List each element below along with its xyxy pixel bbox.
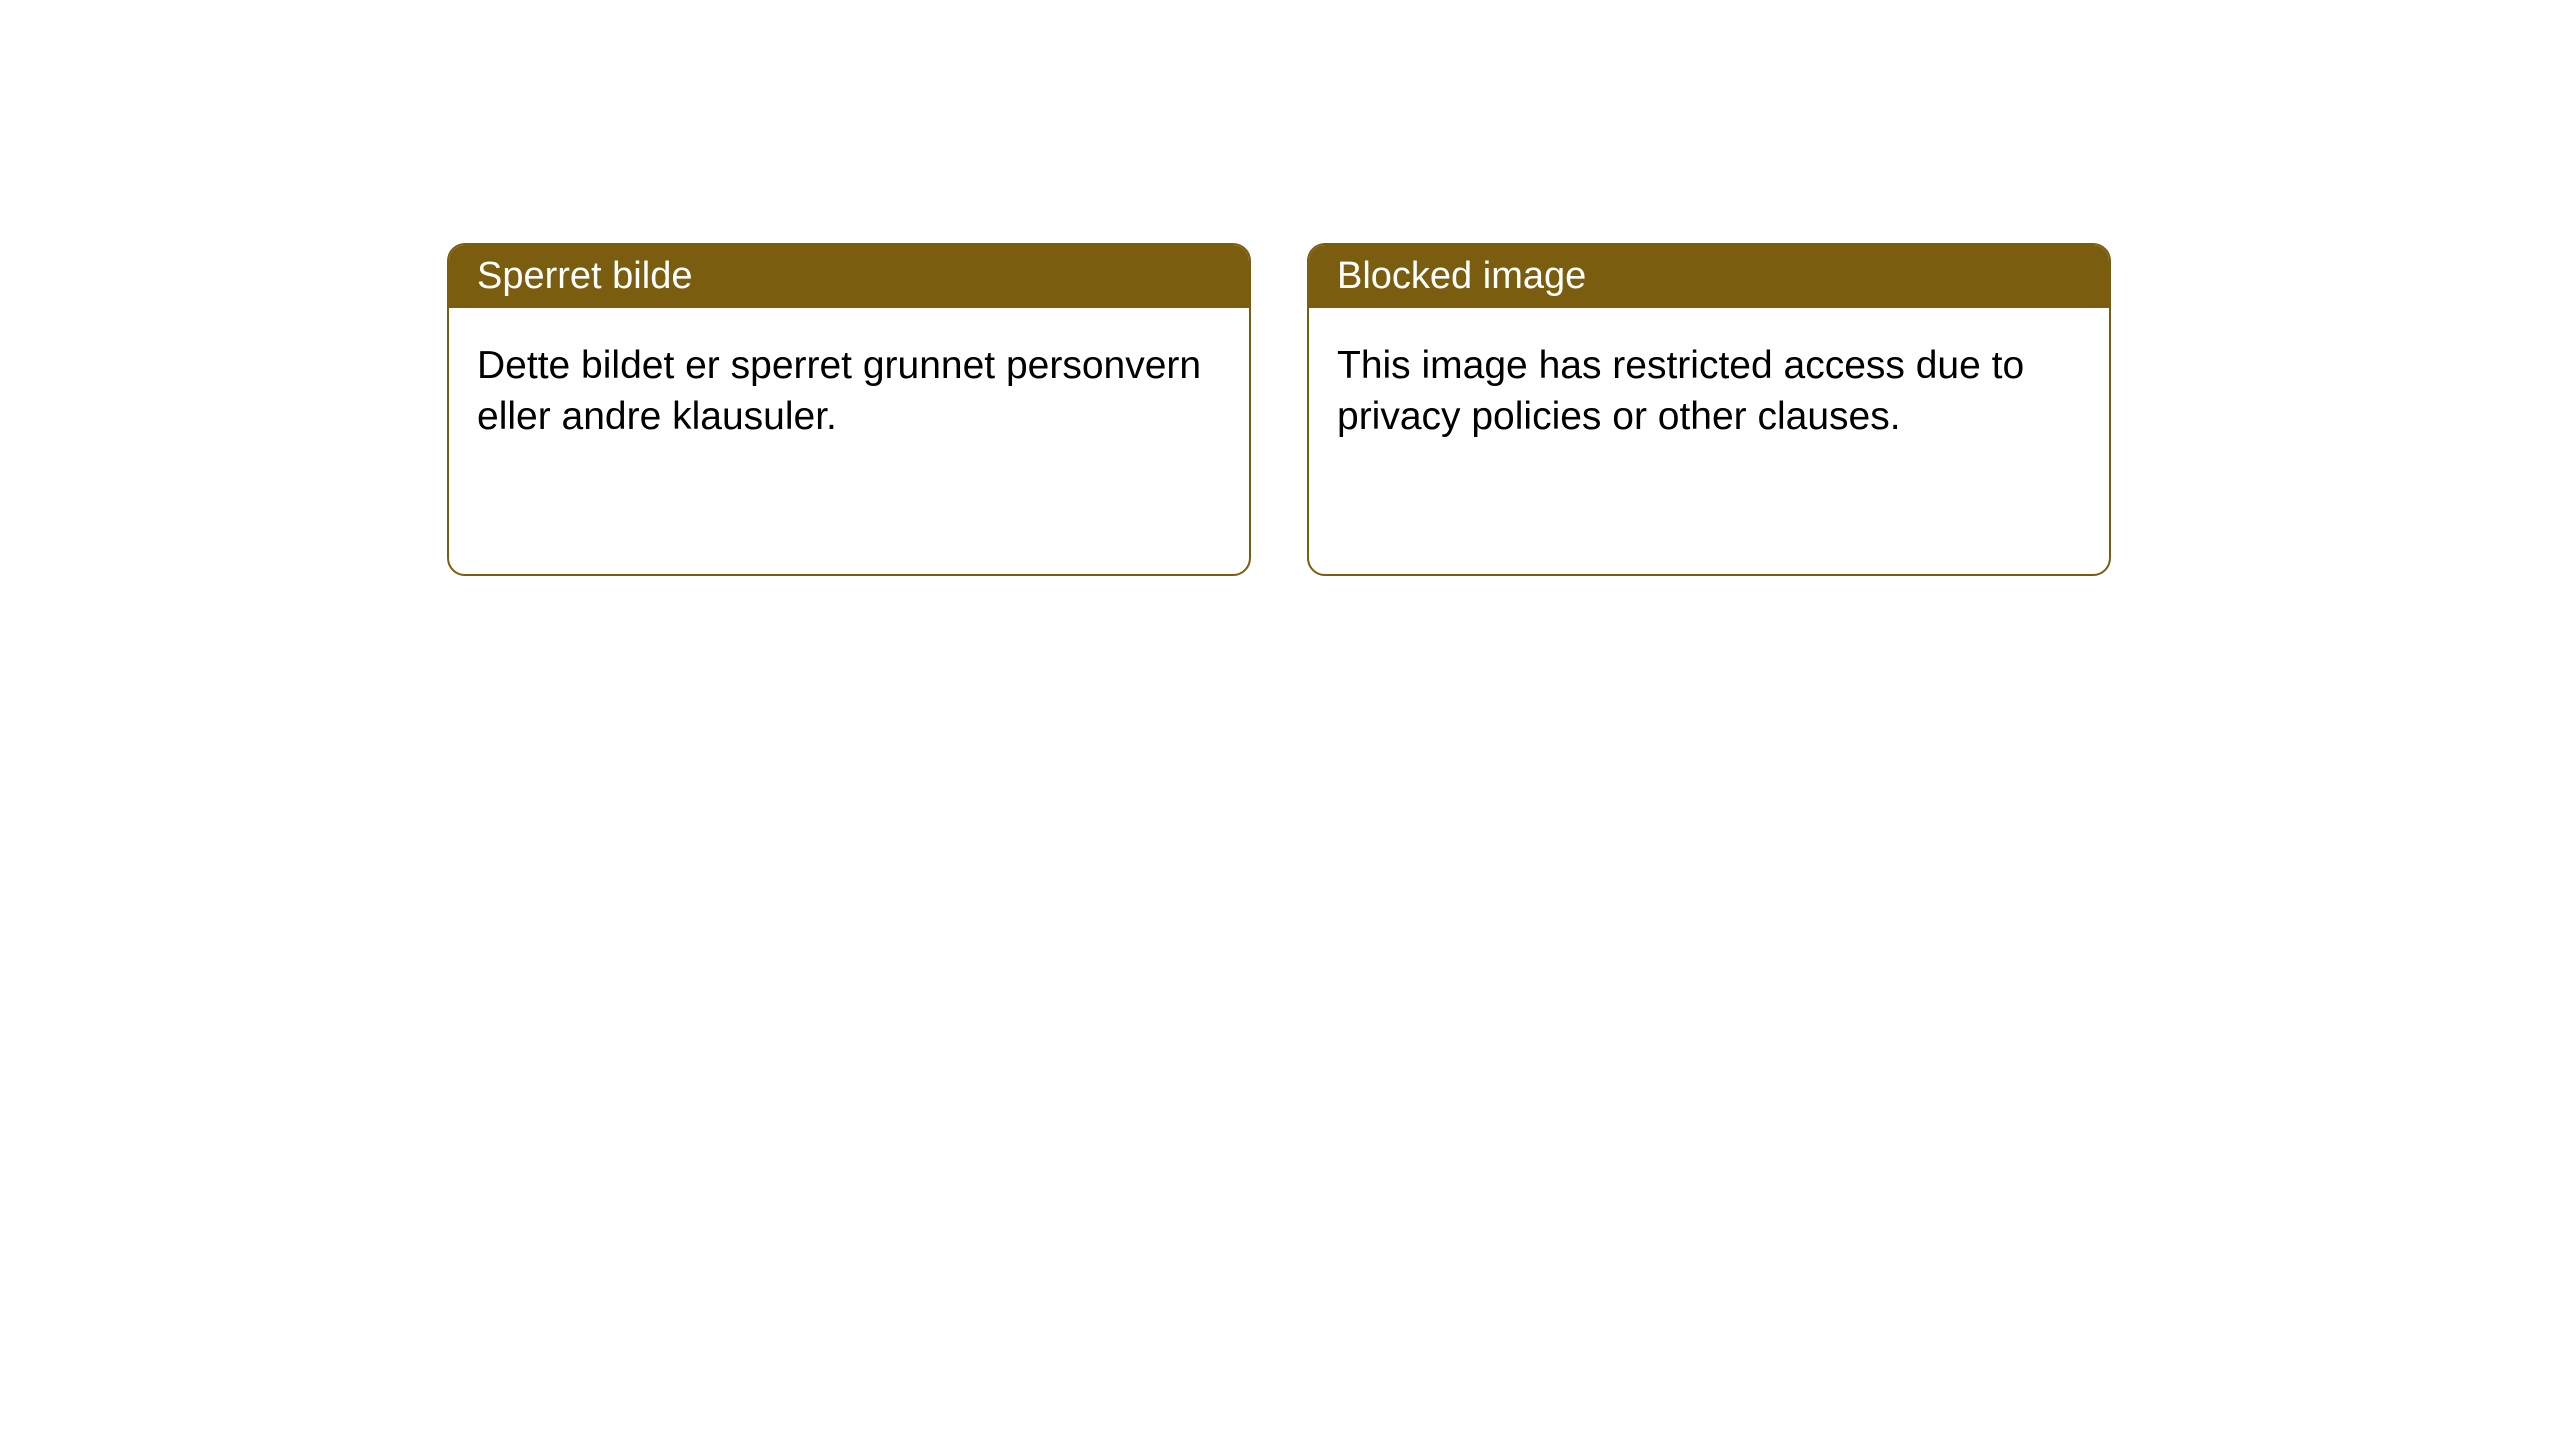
card-header-en: Blocked image (1309, 245, 2109, 308)
blocked-image-card-no: Sperret bilde Dette bildet er sperret gr… (447, 243, 1251, 576)
card-body-no: Dette bildet er sperret grunnet personve… (449, 308, 1249, 475)
cards-container: Sperret bilde Dette bildet er sperret gr… (447, 243, 2111, 576)
card-title-no: Sperret bilde (477, 255, 692, 297)
card-message-no: Dette bildet er sperret grunnet personve… (477, 344, 1201, 438)
card-body-en: This image has restricted access due to … (1309, 308, 2109, 475)
blocked-image-card-en: Blocked image This image has restricted … (1307, 243, 2111, 576)
card-message-en: This image has restricted access due to … (1337, 344, 2024, 438)
card-header-no: Sperret bilde (449, 245, 1249, 308)
card-title-en: Blocked image (1337, 255, 1586, 297)
